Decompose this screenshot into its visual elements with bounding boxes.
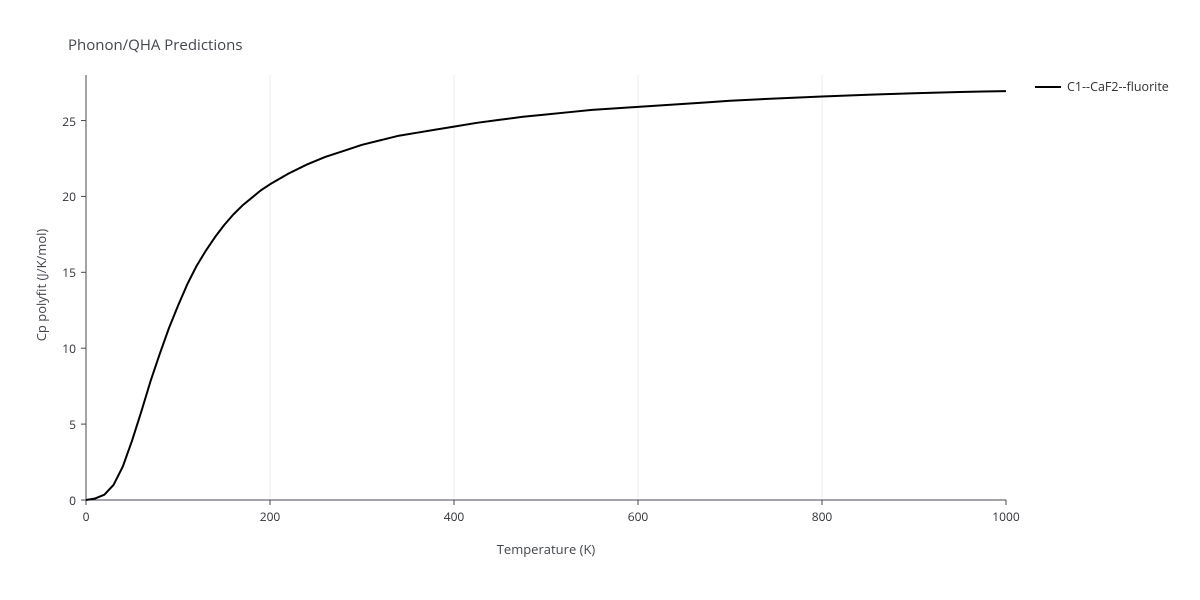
y-tick-label: 25 — [46, 113, 76, 130]
y-tick-label: 15 — [46, 264, 76, 281]
x-tick-label: 600 — [618, 508, 658, 525]
y-tick-label: 0 — [46, 492, 76, 509]
legend: C1--CaF2--fluorite — [1035, 78, 1169, 95]
x-tick-label: 0 — [66, 508, 106, 525]
legend-line-icon — [1035, 86, 1061, 88]
x-tick-label: 800 — [802, 508, 842, 525]
legend-series-label: C1--CaF2--fluorite — [1067, 78, 1169, 95]
x-tick-label: 200 — [250, 508, 290, 525]
y-axis-label: Cp polyfit (J/K/mol) — [32, 180, 50, 390]
x-tick-label: 1000 — [986, 508, 1026, 525]
chart-container: Phonon/QHA Predictions 02004006008001000… — [0, 0, 1200, 600]
y-tick-label: 10 — [46, 340, 76, 357]
x-axis-label: Temperature (K) — [0, 540, 1092, 558]
x-tick-label: 400 — [434, 508, 474, 525]
y-tick-label: 20 — [46, 188, 76, 205]
y-tick-label: 5 — [46, 416, 76, 433]
